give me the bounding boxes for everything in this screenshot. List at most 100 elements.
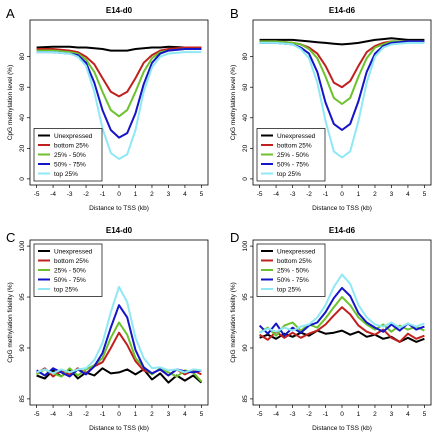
legend-entry: 25% - 50%	[54, 152, 86, 159]
series-line-unexpressed	[36, 45, 202, 52]
y-tick-label: 85	[242, 395, 249, 403]
x-axis-label: Distance to TSS (kb)	[312, 205, 372, 212]
x-tick-label: 0	[117, 191, 121, 198]
x-axis-label: Distance to TSS (kb)	[89, 425, 149, 432]
panel-label: B	[230, 6, 239, 21]
series-line-top-25	[259, 273, 425, 334]
legend: Unexpressed bottom 25% 25% - 50% 50% - 75% t…	[33, 243, 103, 297]
y-tick-label: 100	[19, 240, 26, 251]
series-line-bottom-25	[36, 46, 202, 98]
series-line-50-75	[36, 48, 202, 139]
legend-entry: Unexpressed	[277, 248, 316, 255]
y-axis-label: CpG methylation level (%)	[230, 65, 237, 141]
y-tick-label: 80	[242, 53, 249, 61]
y-axis-label: CpG methylation fidelity (%)	[230, 282, 237, 363]
legend: Unexpressed bottom 25% 25% - 50% 50% - 75% t…	[33, 128, 103, 182]
x-tick-label: -3	[67, 191, 73, 198]
legend: Unexpressed bottom 25% 25% - 50% 50% - 75% t…	[256, 128, 326, 182]
x-tick-label: -1	[100, 191, 106, 198]
x-tick-label: -1	[100, 411, 106, 418]
x-tick-label: 4	[406, 191, 410, 198]
x-axis-label: Distance to TSS (kb)	[89, 205, 149, 212]
chart-title: E14-d0	[106, 226, 133, 235]
series-line-25-50	[36, 48, 202, 118]
panel-c: C E14-d0 -5 -4 -3 -2 -1 0 1 2 3 4 5 85 90 95 100 Distance…	[6, 226, 209, 432]
series-line-bottom-25	[259, 306, 425, 343]
y-tick-label: 0	[19, 177, 26, 181]
legend-entry: bottom 25%	[54, 258, 89, 265]
x-tick-label: -5	[257, 191, 263, 198]
y-tick-label: 95	[19, 293, 26, 301]
legend-entry: 25% - 50%	[277, 267, 309, 274]
x-tick-label: 2	[150, 191, 154, 198]
series-line-50-75	[259, 40, 425, 131]
x-tick-label: -2	[83, 411, 89, 418]
x-tick-label: 1	[357, 191, 361, 198]
chart-title: E14-d6	[329, 6, 356, 15]
legend-entry: 25% - 50%	[54, 267, 86, 274]
x-tick-label: -2	[306, 411, 312, 418]
y-tick-label: 90	[19, 344, 26, 352]
x-tick-label: -5	[257, 411, 263, 418]
legend-entry: top 25%	[54, 171, 78, 178]
x-tick-label: -4	[273, 191, 279, 198]
x-tick-label: 5	[423, 191, 427, 198]
panel-b: B E14-d6 -5 -4 -3 -2 -1 0 1 2 3 4 5 0 20 40 60 80 Distance…	[230, 6, 432, 212]
panel-a: A E14-d0 -5 -4 -3 -2 -1 0 1 2 3 4 5 0 20 40 60 80 Distance…	[6, 6, 209, 212]
legend-entry: 50% - 75%	[277, 277, 309, 284]
x-tick-label: 3	[167, 191, 171, 198]
y-tick-label: 100	[242, 240, 249, 251]
legend-entry: 50% - 75%	[54, 277, 86, 284]
y-axis-label: CpG methylation fidelity (%)	[7, 282, 14, 363]
x-tick-label: 4	[183, 411, 187, 418]
x-tick-label: -1	[323, 191, 329, 198]
x-tick-label: 3	[390, 191, 394, 198]
legend-entry: bottom 25%	[277, 142, 312, 149]
series-line-top-25	[259, 41, 425, 159]
x-tick-label: 1	[357, 411, 361, 418]
x-tick-label: 0	[340, 411, 344, 418]
x-tick-label: -1	[323, 411, 329, 418]
series-line-unexpressed	[259, 37, 425, 46]
series-line-bottom-25	[259, 40, 425, 89]
legend: Unexpressed bottom 25% 25% - 50% 50% - 75% t…	[256, 243, 326, 297]
x-tick-label: 2	[373, 191, 377, 198]
x-tick-label: -4	[273, 411, 279, 418]
x-tick-label: 0	[117, 411, 121, 418]
x-tick-label: -3	[290, 411, 296, 418]
legend-entry: top 25%	[277, 286, 301, 293]
legend-entry: top 25%	[54, 286, 78, 293]
chart-title: E14-d0	[106, 6, 133, 15]
legend-entry: 50% - 75%	[277, 161, 309, 168]
legend-entry: bottom 25%	[54, 142, 89, 149]
y-tick-label: 40	[19, 114, 26, 122]
legend-entry: top 25%	[277, 171, 301, 178]
x-tick-label: -3	[290, 191, 296, 198]
legend-entry: Unexpressed	[54, 248, 93, 255]
y-tick-label: 40	[242, 114, 249, 122]
x-tick-label: 1	[134, 191, 138, 198]
panel-label: A	[6, 6, 15, 21]
legend-entry: 25% - 50%	[277, 152, 309, 159]
panel-d: D E14-d6 -5 -4 -3 -2 -1 0 1 2 3 4 5 85 90 95 100 Distance…	[230, 226, 432, 432]
chart-title: E14-d6	[329, 226, 356, 235]
y-tick-label: 80	[19, 53, 26, 61]
x-axis-label: Distance to TSS (kb)	[312, 425, 372, 432]
y-tick-label: 60	[19, 83, 26, 91]
x-tick-label: -4	[50, 411, 56, 418]
y-tick-label: 0	[242, 177, 249, 181]
y-tick-label: 85	[19, 395, 26, 403]
x-tick-label: 5	[423, 411, 427, 418]
y-tick-label: 20	[242, 144, 249, 152]
series-line-top-25	[36, 285, 202, 375]
x-tick-label: -3	[67, 411, 73, 418]
y-tick-label: 90	[242, 344, 249, 352]
x-tick-label: 3	[390, 411, 394, 418]
y-tick-label: 95	[242, 293, 249, 301]
legend-entry: Unexpressed	[277, 133, 316, 140]
x-tick-label: -2	[83, 191, 89, 198]
x-tick-label: 0	[340, 191, 344, 198]
x-tick-label: -2	[306, 191, 312, 198]
series-line-25-50	[259, 40, 425, 105]
legend-entry: 50% - 75%	[54, 161, 86, 168]
